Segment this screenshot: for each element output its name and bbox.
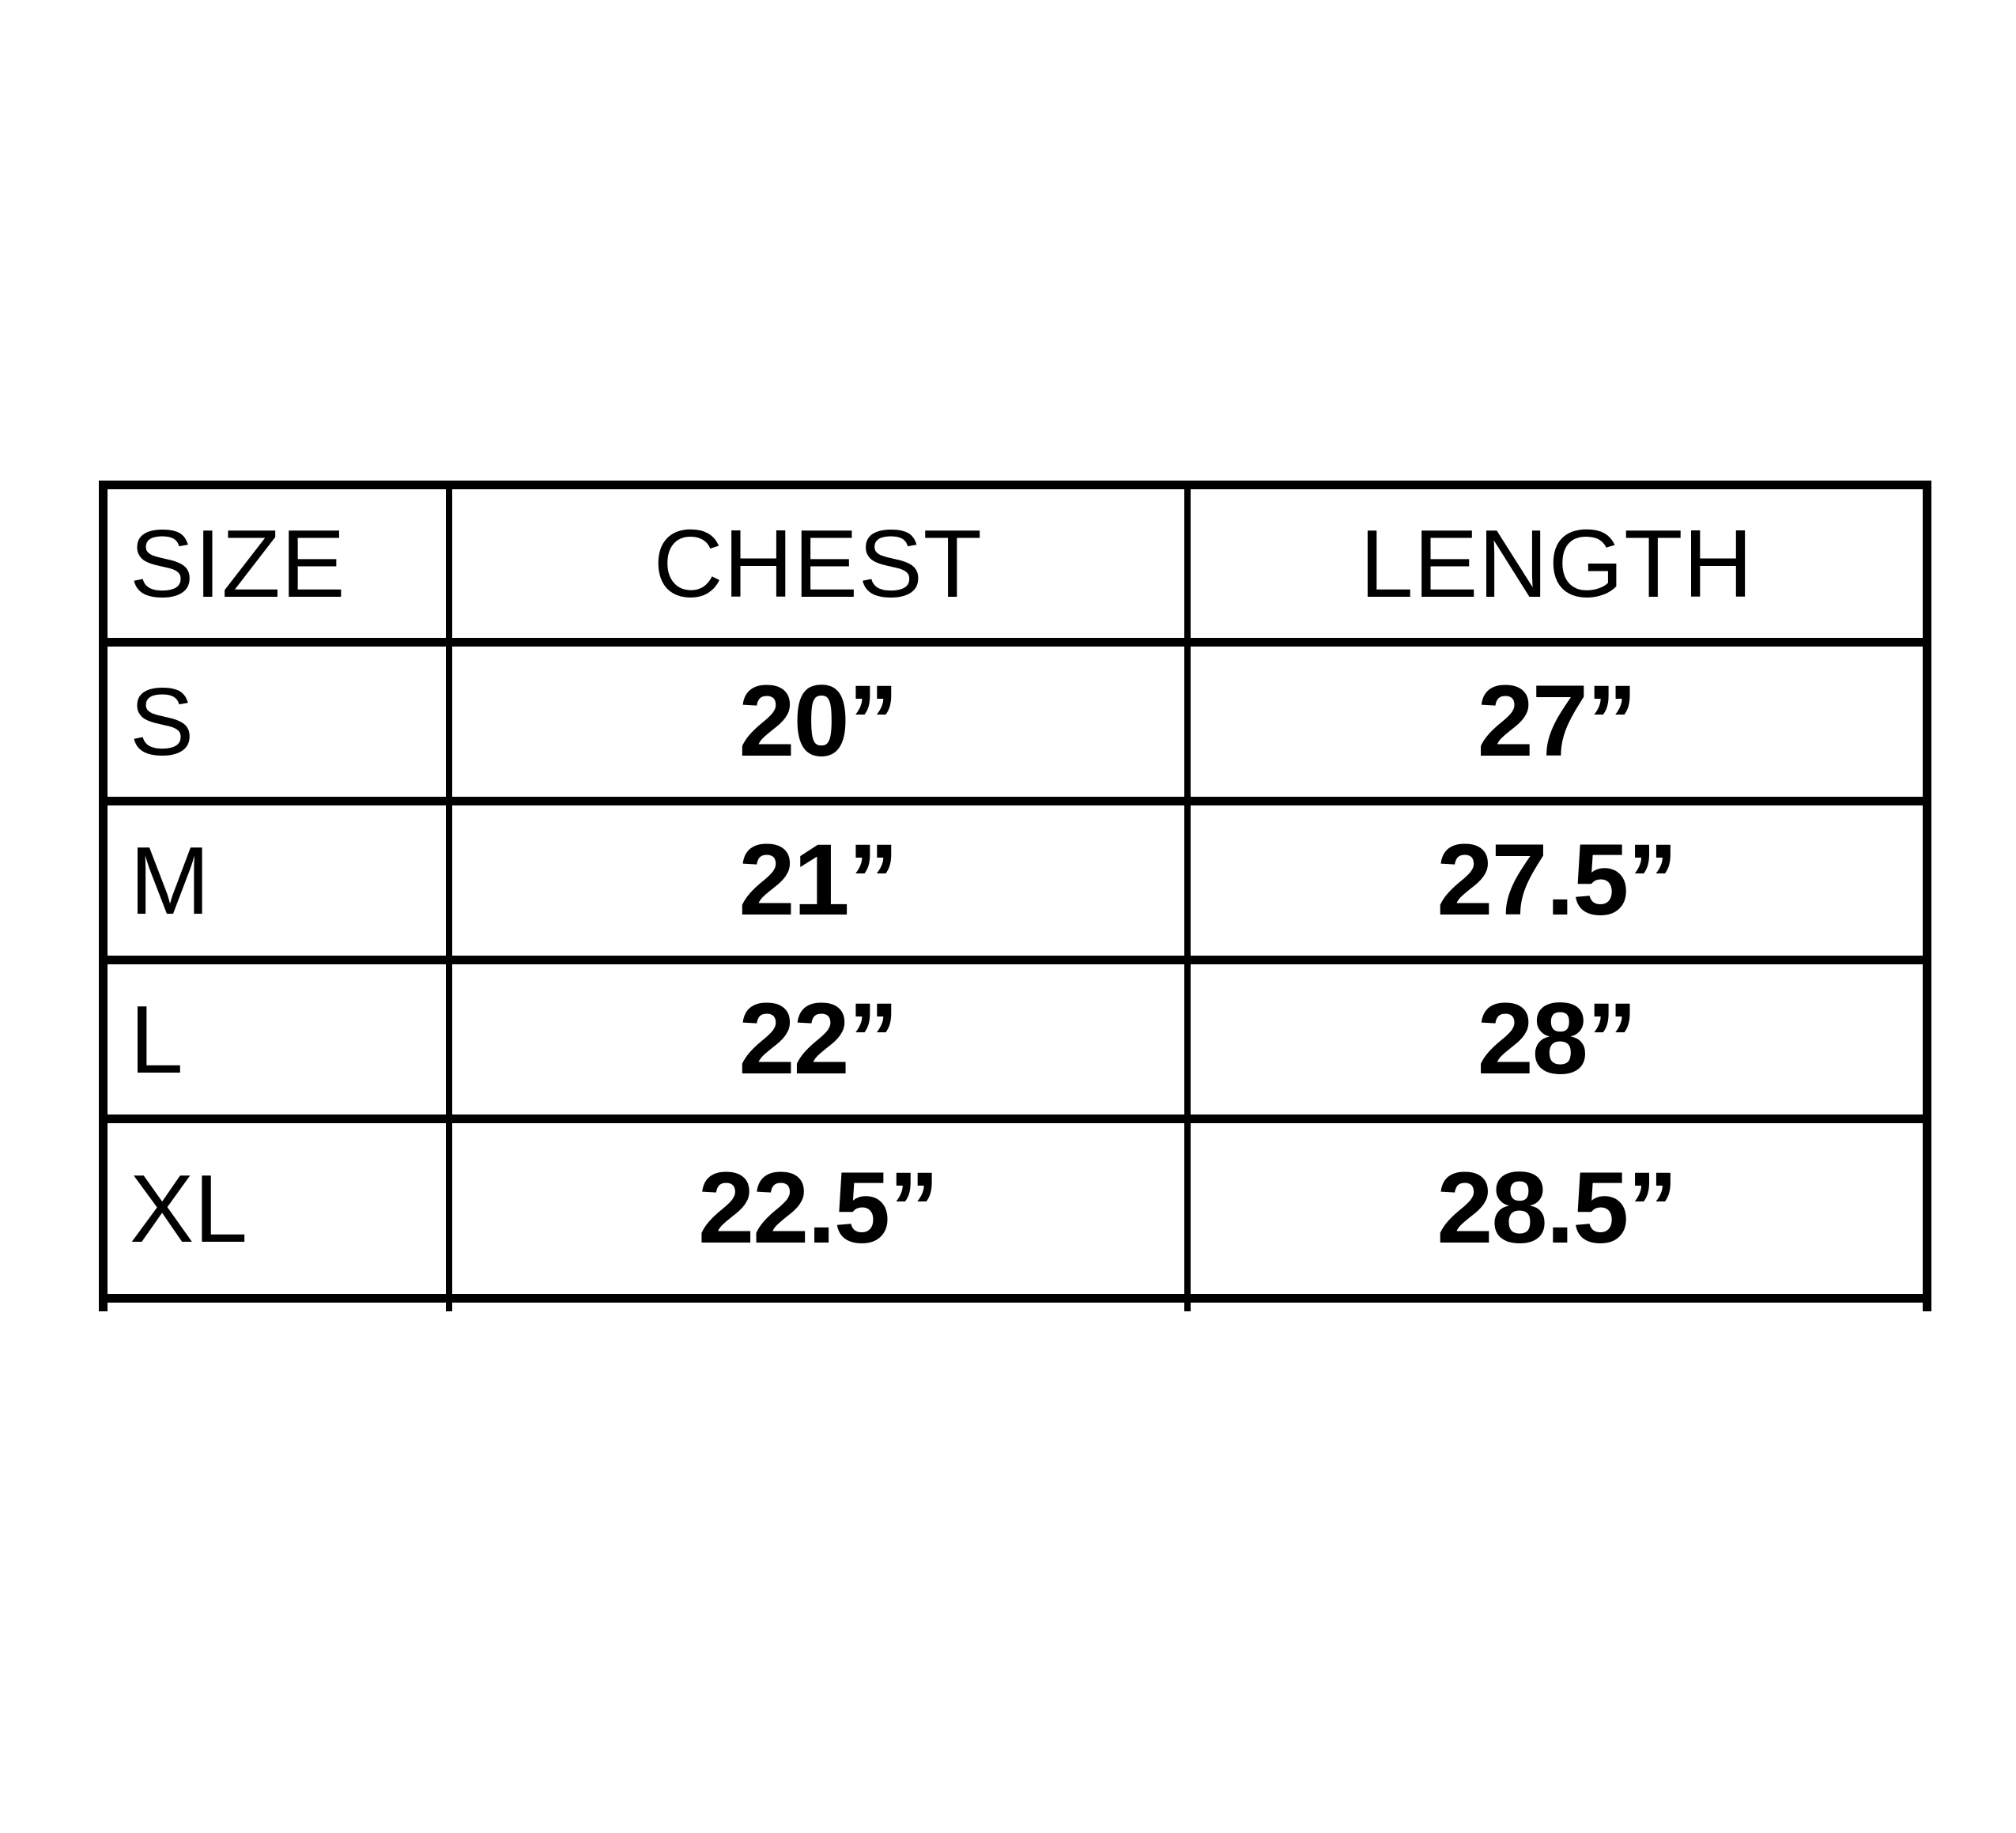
table-row: L 22” 28” — [103, 960, 1927, 1119]
cell-size-l: L — [103, 960, 449, 1119]
cropped-cell-length — [1184, 1298, 1927, 1311]
cell-size-xl: XL — [103, 1118, 449, 1299]
cell-size-s: S — [103, 642, 449, 801]
table-row-cropped — [103, 1298, 1927, 1311]
cropped-cell-size — [103, 1298, 449, 1311]
size-chart-table: SIZE CHEST LENGTH S 20” 27” M 21” 27.5” … — [99, 481, 1931, 1311]
cell-chest-s: 20” — [445, 642, 1187, 801]
cell-length-xl: 28.5” — [1184, 1118, 1927, 1299]
cell-length-m: 27.5” — [1184, 801, 1927, 960]
cell-chest-m: 21” — [445, 801, 1187, 960]
cell-chest-l: 22” — [445, 960, 1187, 1119]
column-header-size: SIZE — [103, 485, 449, 643]
column-header-chest: CHEST — [445, 485, 1187, 643]
column-header-length: LENGTH — [1184, 485, 1927, 643]
table-row: M 21” 27.5” — [103, 801, 1927, 960]
cell-length-l: 28” — [1184, 960, 1927, 1119]
table-body: S 20” 27” M 21” 27.5” L 22” 28” XL 22.5”… — [103, 642, 1927, 1311]
cell-chest-xl: 22.5” — [445, 1118, 1187, 1299]
table-row: S 20” 27” — [103, 642, 1927, 801]
cell-length-s: 27” — [1184, 642, 1927, 801]
cropped-cell-chest — [445, 1298, 1187, 1311]
table-row: XL 22.5” 28.5” — [103, 1118, 1927, 1299]
table-header: SIZE CHEST LENGTH — [103, 485, 1927, 643]
cell-size-m: M — [103, 801, 449, 960]
table-header-row: SIZE CHEST LENGTH — [103, 485, 1927, 643]
